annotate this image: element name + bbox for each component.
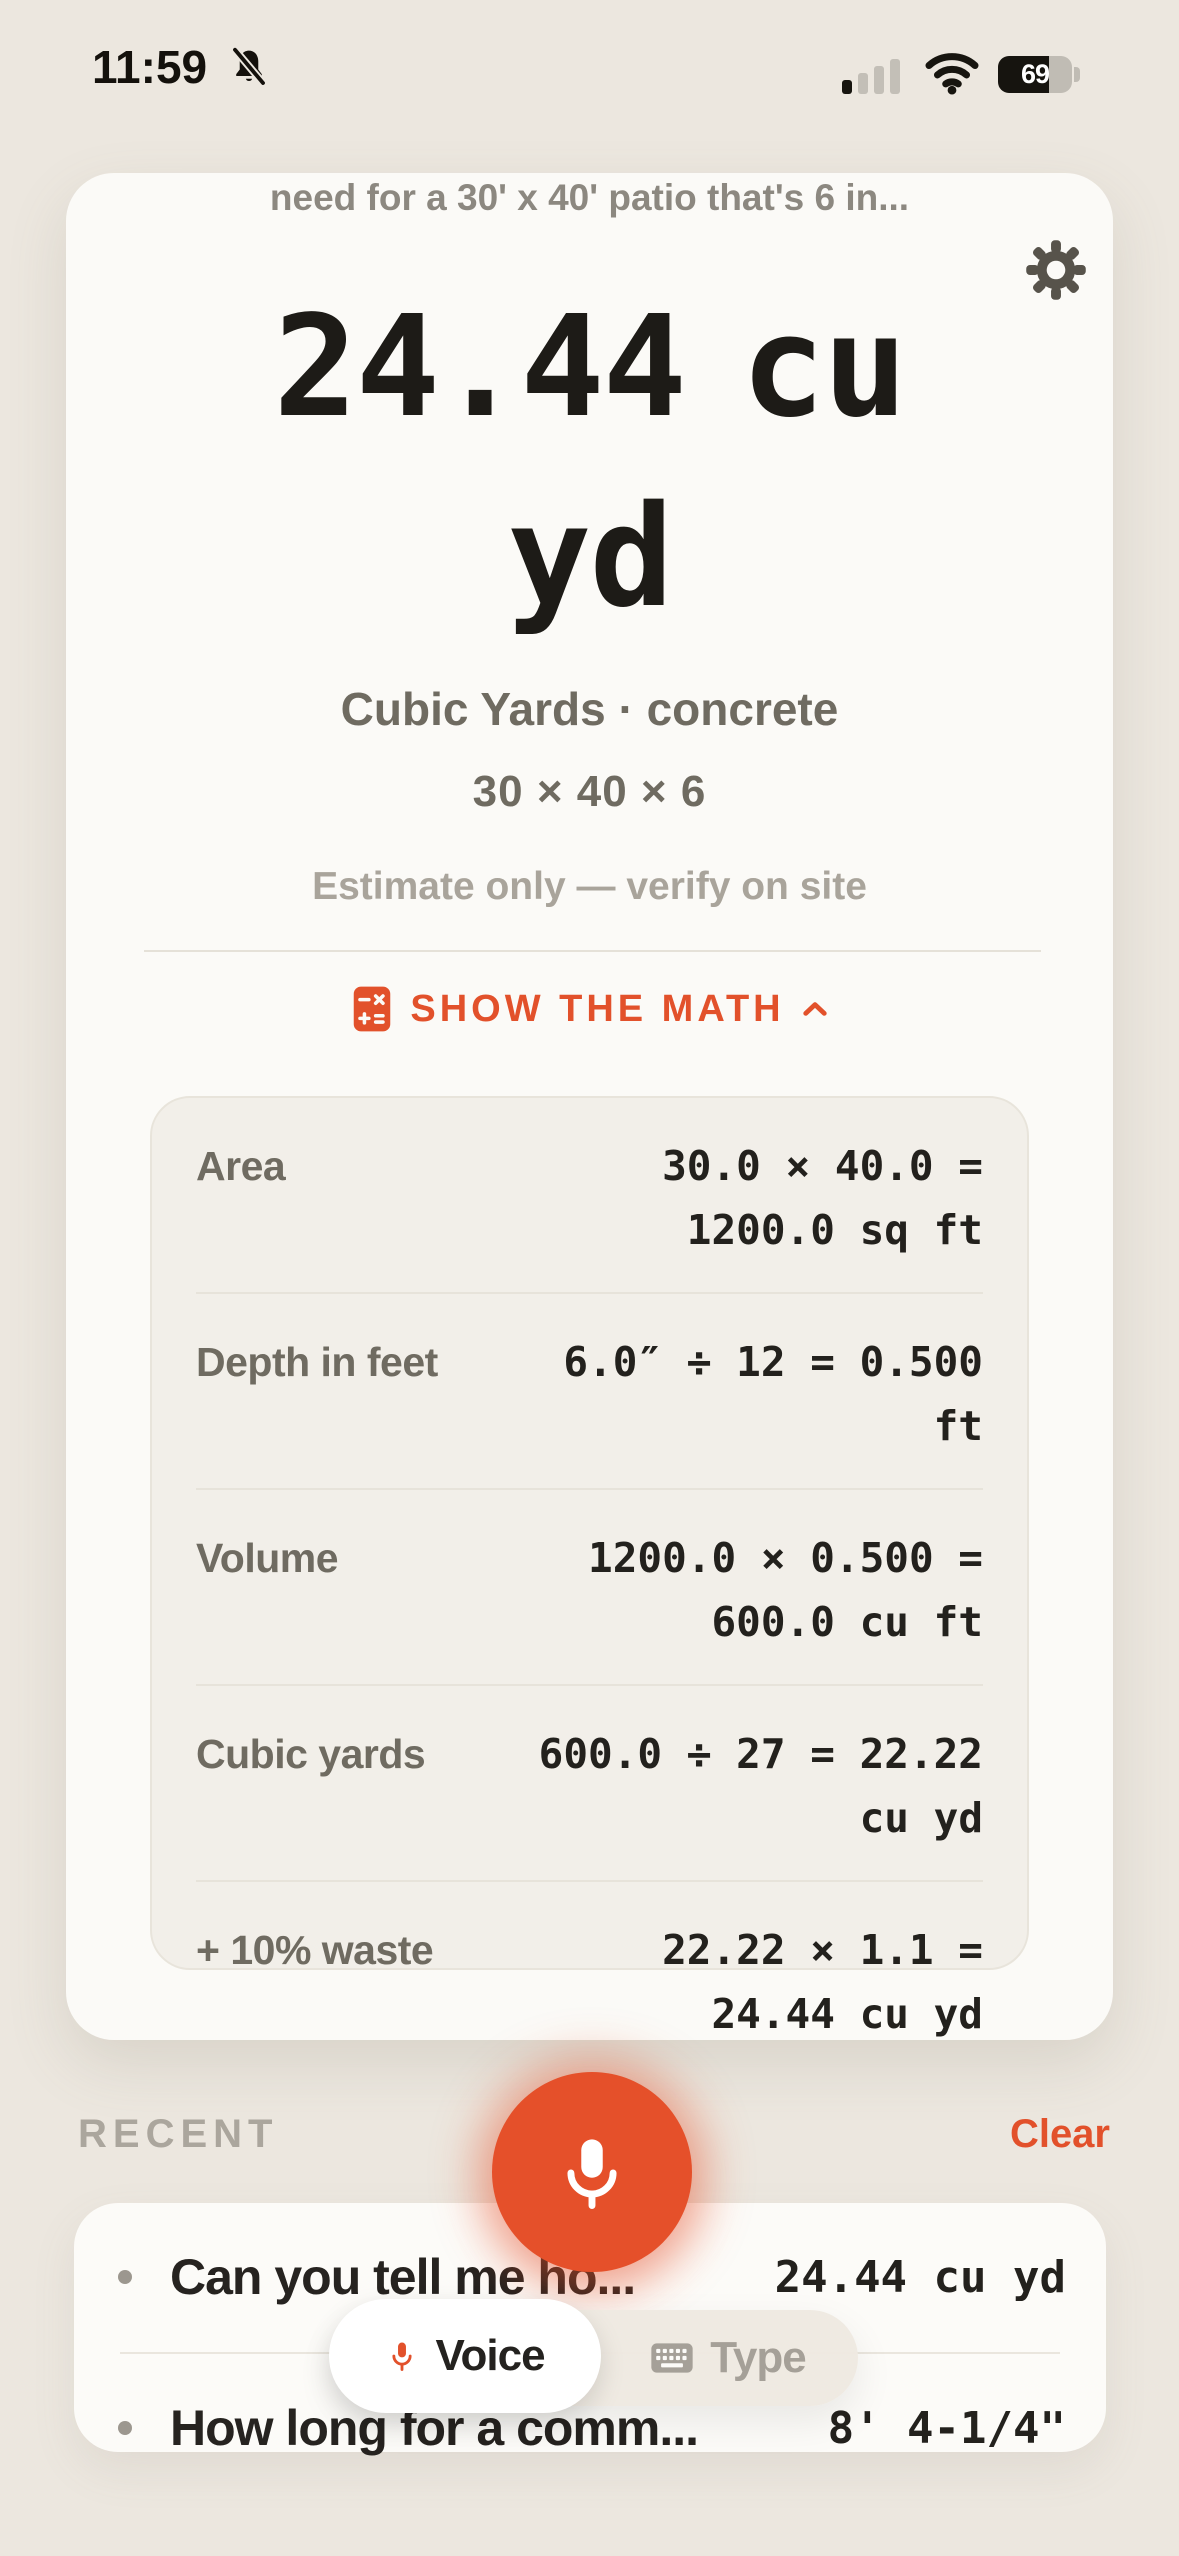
calculator-icon (354, 986, 391, 1032)
result-value: 24.44 cu yd (180, 273, 1000, 653)
microphone-icon (567, 2139, 617, 2209)
math-row-cubic-yards: Cubic yards 600.0 ÷ 27 = 22.22 cu yd (196, 1686, 983, 1880)
result-card: need for a 30' x 40' patio that's 6 in..… (66, 173, 1113, 2040)
math-row-area: Area 30.0 × 40.0 = 1200.0 sq ft (196, 1098, 983, 1292)
divider (196, 1488, 983, 1490)
divider (196, 1292, 983, 1294)
result-unit: cu yd (507, 286, 907, 639)
microphone-button[interactable] (492, 2072, 692, 2272)
type-mode-tab[interactable]: Type (598, 2310, 858, 2406)
bullet-icon (118, 2421, 132, 2435)
math-row-value: 600.0 ÷ 27 = 22.22 cu yd (538, 1730, 983, 1842)
math-row-value: 30.0 × 40.0 = 1200.0 sq ft (662, 1142, 983, 1254)
keyboard-icon (651, 2343, 693, 2373)
show-math-toggle[interactable]: SHOW THE MATH (66, 985, 1113, 1033)
math-row-value: 22.22 × 1.1 = 24.44 cu yd (662, 1926, 983, 2038)
dimensions-text: 30 × 40 × 6 (472, 767, 707, 816)
divider (196, 1684, 983, 1686)
disclaimer-text: Estimate only — verify on site (312, 865, 867, 908)
type-tab-label: Type (710, 2333, 806, 2382)
battery-percent: 69 (1020, 59, 1050, 89)
recent-heading: RECENT (78, 2112, 279, 2156)
voice-tab-label: Voice (435, 2331, 545, 2380)
math-row-depth: Depth in feet 6.0″ ÷ 12 = 0.500 ft (196, 1294, 983, 1488)
recent-item-value: 8' 4-1/4" (827, 2402, 1066, 2454)
question-text: need for a 30' x 40' patio that's 6 in..… (269, 177, 910, 218)
recent-item-value: 24.44 cu yd (774, 2251, 1066, 2303)
settings-gear-icon[interactable] (1025, 239, 1087, 306)
wifi-icon (922, 50, 982, 101)
math-row-label: Cubic yards (196, 1731, 426, 1777)
math-row-value: 6.0″ ÷ 12 = 0.500 ft (563, 1338, 983, 1450)
divider (196, 1880, 983, 1882)
clear-recent-button[interactable]: Clear (1009, 2112, 1110, 2156)
chevron-up-icon (802, 1002, 827, 1016)
math-row-label: Volume (196, 1535, 339, 1581)
cellular-signal-icon (842, 56, 914, 94)
voice-mode-tab[interactable]: Voice (329, 2299, 601, 2413)
result-label: Cubic Yards · concrete (340, 683, 839, 735)
math-row-label: + 10% waste (196, 1927, 434, 1973)
math-row-waste: + 10% waste 22.22 × 1.1 = 24.44 cu yd (196, 1882, 983, 2040)
result-number: 24.44 (273, 286, 686, 449)
battery-icon: 69 (998, 56, 1080, 93)
math-breakdown-card: Area 30.0 × 40.0 = 1200.0 sq ft Depth in… (150, 1096, 1029, 2038)
show-math-label: SHOW THE MATH (410, 987, 785, 1030)
math-row-volume: Volume 1200.0 × 0.500 = 600.0 cu ft (196, 1490, 983, 1684)
divider (144, 950, 1041, 952)
math-row-label: Depth in feet (196, 1339, 438, 1385)
mute-bell-icon (228, 46, 270, 97)
mic-small-icon (392, 2342, 412, 2371)
math-row-label: Area (196, 1143, 286, 1189)
math-row-value: 1200.0 × 0.500 = 600.0 cu ft (588, 1534, 983, 1646)
status-time: 11:59 (92, 41, 208, 93)
bullet-icon (118, 2270, 132, 2284)
